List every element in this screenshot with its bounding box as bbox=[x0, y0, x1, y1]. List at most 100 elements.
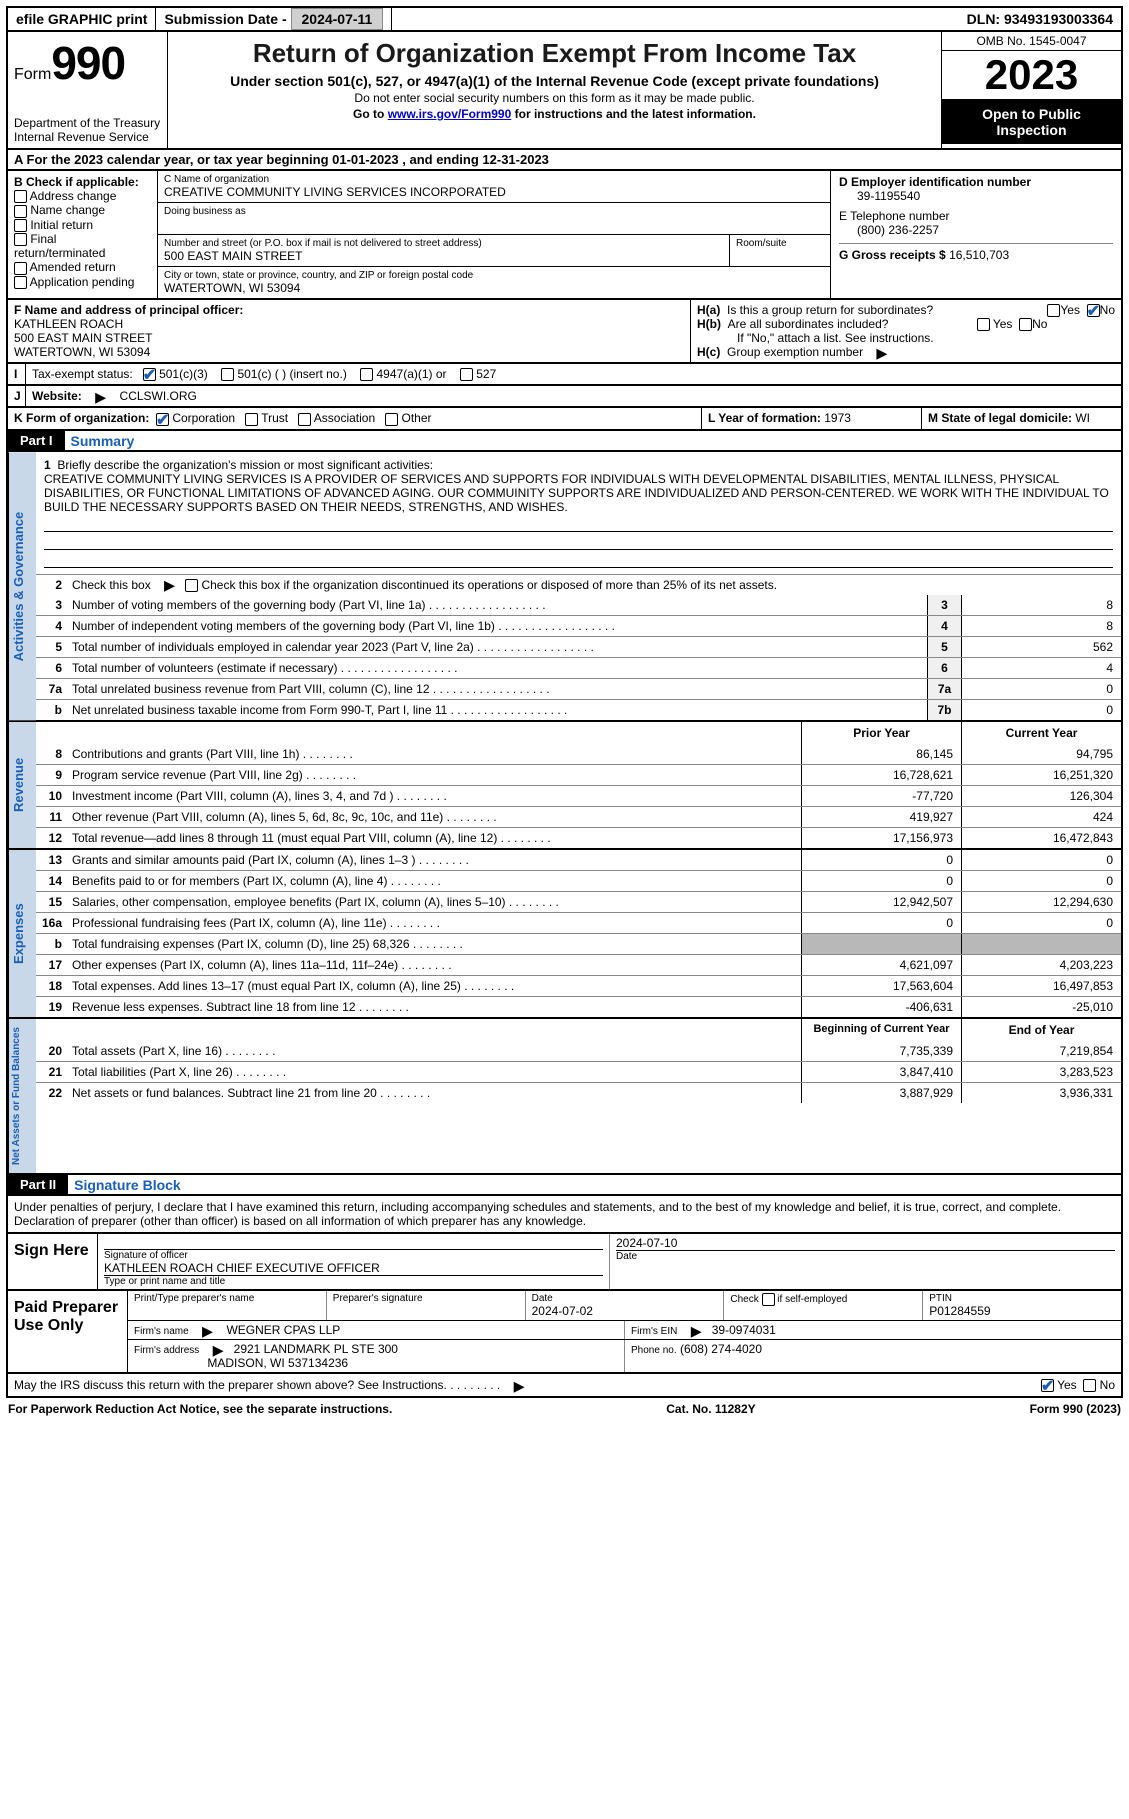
efile-label: efile GRAPHIC print bbox=[8, 8, 156, 30]
arrow-icon: ▸ bbox=[504, 1373, 535, 1398]
data-line: 13 Grants and similar amounts paid (Part… bbox=[36, 850, 1121, 870]
part1-header: Part I Summary bbox=[6, 431, 1123, 452]
dln-value: 93493193003364 bbox=[1004, 11, 1113, 27]
firm-addr1: 2921 LANDMARK PL STE 300 bbox=[234, 1342, 398, 1356]
cb-hb-yes[interactable] bbox=[977, 318, 990, 331]
row-j: J Website: ▸ CCLSWI.ORG bbox=[6, 386, 1123, 408]
officer-name: KATHLEEN ROACH bbox=[14, 317, 684, 331]
cb-self-employed[interactable] bbox=[762, 1293, 775, 1306]
i-o3: 4947(a)(1) or bbox=[377, 367, 447, 381]
website-value: CCLSWI.ORG bbox=[120, 389, 197, 403]
b-label: B Check if applicable: bbox=[14, 175, 151, 189]
cb-hb-no[interactable] bbox=[1019, 318, 1032, 331]
dba-label: Doing business as bbox=[164, 206, 824, 217]
cb-discuss-yes[interactable] bbox=[1041, 1379, 1054, 1392]
row-klm: K Form of organization: Corporation Trus… bbox=[6, 408, 1123, 430]
street-label: Number and street (or P.O. box if mail i… bbox=[164, 238, 723, 249]
hb-text: Are all subordinates included? bbox=[728, 317, 889, 331]
hb-tag: H(b) bbox=[697, 317, 721, 331]
opt-pending: Application pending bbox=[30, 275, 135, 289]
cb-527[interactable] bbox=[460, 368, 473, 381]
cb-assoc[interactable] bbox=[298, 413, 311, 426]
cb-final[interactable] bbox=[14, 233, 27, 246]
gov-line: 4 Number of independent voting members o… bbox=[36, 615, 1121, 636]
submission-date-button[interactable]: 2024-07-11 bbox=[291, 8, 384, 30]
data-line: 10 Investment income (Part VIII, column … bbox=[36, 785, 1121, 806]
gov-line: 3 Number of voting members of the govern… bbox=[36, 595, 1121, 615]
ein-value: 39-1195540 bbox=[839, 189, 1113, 203]
cb-4947[interactable] bbox=[360, 368, 373, 381]
vtab-expenses: Expenses bbox=[8, 850, 36, 1017]
cb-other[interactable] bbox=[385, 413, 398, 426]
cb-amended[interactable] bbox=[14, 262, 27, 275]
opt-initial: Initial return bbox=[30, 218, 93, 232]
f-label: F Name and address of principal officer: bbox=[14, 303, 243, 317]
hb-note: If "No," attach a list. See instructions… bbox=[697, 331, 1115, 345]
ha-no: No bbox=[1100, 303, 1115, 317]
submission-label: Submission Date - bbox=[164, 11, 290, 27]
officer-sig: KATHLEEN ROACH CHIEF EXECUTIVE OFFICER bbox=[104, 1261, 603, 1276]
prep-name-label: Print/Type preparer's name bbox=[134, 1293, 320, 1304]
cb-ha-yes[interactable] bbox=[1047, 304, 1060, 317]
firm-ein: 39-0974031 bbox=[712, 1323, 776, 1337]
form-word: Form bbox=[14, 66, 51, 83]
k-o3: Association bbox=[314, 411, 375, 425]
type-label: Type or print name and title bbox=[104, 1276, 603, 1287]
instructions-link[interactable]: www.irs.gov/Form990 bbox=[388, 107, 512, 121]
col-begin: Beginning of Current Year bbox=[801, 1019, 961, 1041]
cb-name-change[interactable] bbox=[14, 205, 27, 218]
cb-discontinued[interactable] bbox=[185, 579, 198, 592]
vtab-governance: Activities & Governance bbox=[8, 452, 36, 720]
omb-number: OMB No. 1545-0047 bbox=[942, 32, 1121, 51]
ptin-value: P01284559 bbox=[929, 1304, 1115, 1318]
topbar: efile GRAPHIC print Submission Date - 20… bbox=[6, 6, 1123, 32]
footer-mid: Cat. No. 11282Y bbox=[666, 1402, 755, 1416]
data-line: 16a Professional fundraising fees (Part … bbox=[36, 912, 1121, 933]
dln-label: DLN: bbox=[967, 11, 1004, 27]
col-d: D Employer identification number 39-1195… bbox=[831, 171, 1121, 298]
cb-501c[interactable] bbox=[221, 368, 234, 381]
row-i: I Tax-exempt status: 501(c)(3) 501(c) ( … bbox=[6, 364, 1123, 386]
data-line: 18 Total expenses. Add lines 13–17 (must… bbox=[36, 975, 1121, 996]
cb-pending[interactable] bbox=[14, 276, 27, 289]
declaration: Under penalties of perjury, I declare th… bbox=[6, 1196, 1123, 1234]
gross-label: G Gross receipts $ bbox=[839, 248, 949, 262]
l-label: L Year of formation: bbox=[708, 411, 824, 425]
discuss-yes: Yes bbox=[1057, 1378, 1077, 1392]
prep-date: 2024-07-02 bbox=[532, 1304, 718, 1318]
cb-initial[interactable] bbox=[14, 219, 27, 232]
header-left: Form990 Department of the Treasury Inter… bbox=[8, 32, 168, 148]
open-inspection: Open to Public Inspection bbox=[942, 100, 1121, 144]
cb-discuss-no[interactable] bbox=[1083, 1379, 1096, 1392]
q1-label: Briefly describe the organization's miss… bbox=[57, 458, 433, 472]
data-line: 19 Revenue less expenses. Subtract line … bbox=[36, 996, 1121, 1017]
cb-501c3[interactable] bbox=[143, 368, 156, 381]
city-label: City or town, state or province, country… bbox=[164, 270, 824, 281]
row-a: A For the 2023 calendar year, or tax yea… bbox=[6, 150, 1123, 171]
submission-cell: Submission Date - 2024-07-11 bbox=[156, 8, 392, 30]
org-name: CREATIVE COMMUNITY LIVING SERVICES INCOR… bbox=[164, 185, 824, 199]
col-current: Current Year bbox=[961, 722, 1121, 744]
data-line: 9 Program service revenue (Part VIII, li… bbox=[36, 764, 1121, 785]
row-fh: F Name and address of principal officer:… bbox=[6, 300, 1123, 364]
form-title: Return of Organization Exempt From Incom… bbox=[178, 38, 931, 69]
discuss-no: No bbox=[1100, 1378, 1115, 1392]
i-label: Tax-exempt status: bbox=[32, 367, 133, 381]
form-subtitle: Under section 501(c), 527, or 4947(a)(1)… bbox=[178, 73, 931, 89]
q2-text: Check this box if the organization disco… bbox=[201, 578, 777, 592]
ptin-label: PTIN bbox=[929, 1293, 1115, 1304]
hb-no: No bbox=[1032, 317, 1047, 331]
gov-line: 5 Total number of individuals employed i… bbox=[36, 636, 1121, 657]
cb-ha-no[interactable] bbox=[1087, 304, 1100, 317]
goto-pre: Go to bbox=[353, 107, 388, 121]
k-o2: Trust bbox=[261, 411, 288, 425]
footer-right: Form 990 (2023) bbox=[1030, 1402, 1121, 1416]
col-c: C Name of organization CREATIVE COMMUNIT… bbox=[158, 171, 831, 298]
data-line: 15 Salaries, other compensation, employe… bbox=[36, 891, 1121, 912]
ha-text: Is this a group return for subordinates? bbox=[727, 303, 933, 317]
col-end: End of Year bbox=[961, 1019, 1121, 1041]
data-line: 14 Benefits paid to or for members (Part… bbox=[36, 870, 1121, 891]
cb-address-change[interactable] bbox=[14, 190, 27, 203]
cb-trust[interactable] bbox=[245, 413, 258, 426]
cb-corp[interactable] bbox=[156, 413, 169, 426]
